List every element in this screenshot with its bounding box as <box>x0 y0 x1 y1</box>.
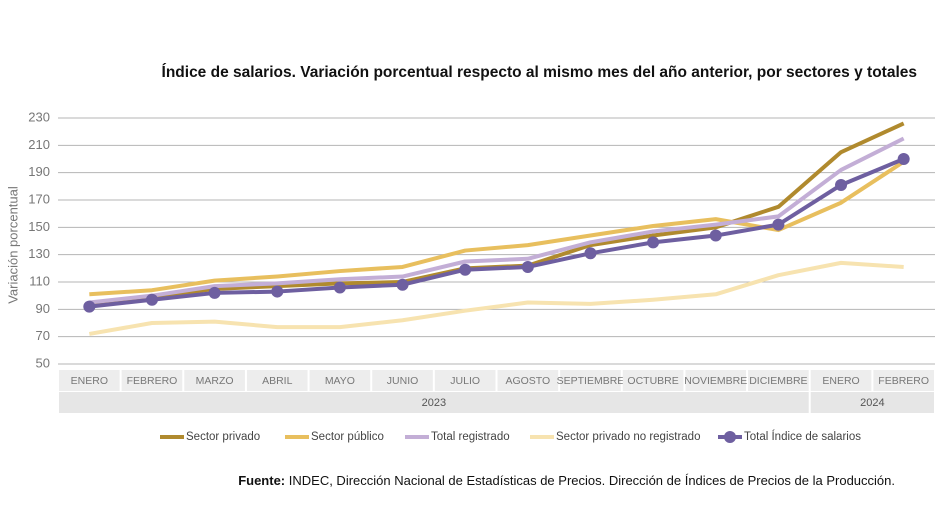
series-line <box>89 136 905 305</box>
x-tick-label: ABRIL <box>262 375 293 387</box>
y-tick-label: 110 <box>29 273 50 288</box>
point <box>208 286 221 299</box>
x-tick-label: DICIEMBRE <box>749 375 807 387</box>
legend-label: Sector privado no registrado <box>556 431 700 443</box>
point <box>709 229 722 242</box>
y-tick-label: 50 <box>36 355 50 370</box>
category-cell <box>246 370 308 391</box>
point <box>897 153 910 165</box>
x-tick-label: MAYO <box>325 375 355 387</box>
point <box>647 236 660 249</box>
point <box>271 285 284 298</box>
y-tick-label: 90 <box>36 301 50 316</box>
category-cell <box>184 370 245 391</box>
year-cell <box>59 392 809 413</box>
category-cell <box>121 370 183 391</box>
x-tick-label: SEPTIEMBRE <box>557 375 625 387</box>
x-tick-label: OCTUBRE <box>627 375 678 387</box>
y-tick-label: 130 <box>28 246 50 261</box>
category-cell <box>873 370 934 391</box>
source-label: Fuente: <box>238 473 285 488</box>
chart-title: Índice de salarios. Variación porcentual… <box>162 64 917 81</box>
x-tick-label: NOVIEMBRE <box>684 375 747 387</box>
x-tick-label: JULIO <box>450 375 480 387</box>
category-cell <box>497 370 559 391</box>
x-tick-label: AGOSTO <box>505 375 550 387</box>
x-tick-label: MARZO <box>196 375 234 387</box>
point <box>772 218 785 231</box>
legend-label: Sector privado <box>186 431 260 443</box>
category-cell <box>622 370 684 391</box>
series-line <box>89 157 905 309</box>
category-cell <box>372 370 433 391</box>
legend-marker <box>724 431 736 443</box>
year-label: 2024 <box>860 397 884 409</box>
category-cell <box>59 370 120 391</box>
x-tick-label: FEBRERO <box>127 375 178 387</box>
x-tick-label: ENERO <box>822 375 859 387</box>
point <box>521 260 534 273</box>
category-cell <box>685 370 747 391</box>
legend-label: Total registrado <box>431 431 510 443</box>
point <box>396 278 409 291</box>
legend-label: Total Índice de salarios <box>744 430 861 443</box>
category-cell <box>309 370 371 391</box>
y-tick-label: 150 <box>28 219 50 234</box>
y-tick-label: 230 <box>28 109 50 124</box>
year-label: 2023 <box>422 397 446 409</box>
category-cell <box>748 370 809 391</box>
category-cell <box>810 370 872 391</box>
point <box>83 300 96 313</box>
x-tick-label: FEBRERO <box>878 375 929 387</box>
year-cell <box>810 392 934 413</box>
legend-label: Sector público <box>311 431 384 443</box>
x-tick-label: JUNIO <box>387 375 419 387</box>
y-tick-label: 210 <box>28 137 50 152</box>
point <box>584 247 597 260</box>
point <box>145 293 158 306</box>
point <box>835 178 848 191</box>
source: Fuente: INDEC, Dirección Nacional de Est… <box>238 473 895 488</box>
y-tick-label: 70 <box>36 328 50 343</box>
y-tick-label: 170 <box>28 191 50 206</box>
y-axis-label: Variación porcentual <box>5 186 20 304</box>
x-tick-label: ENERO <box>71 375 108 387</box>
category-cell <box>434 370 496 391</box>
series-line <box>88 260 904 336</box>
source-text: INDEC, Dirección Nacional de Estadística… <box>289 473 895 488</box>
category-cell <box>560 370 621 391</box>
point <box>333 281 346 294</box>
y-tick-label: 190 <box>28 164 50 179</box>
point <box>459 263 472 276</box>
